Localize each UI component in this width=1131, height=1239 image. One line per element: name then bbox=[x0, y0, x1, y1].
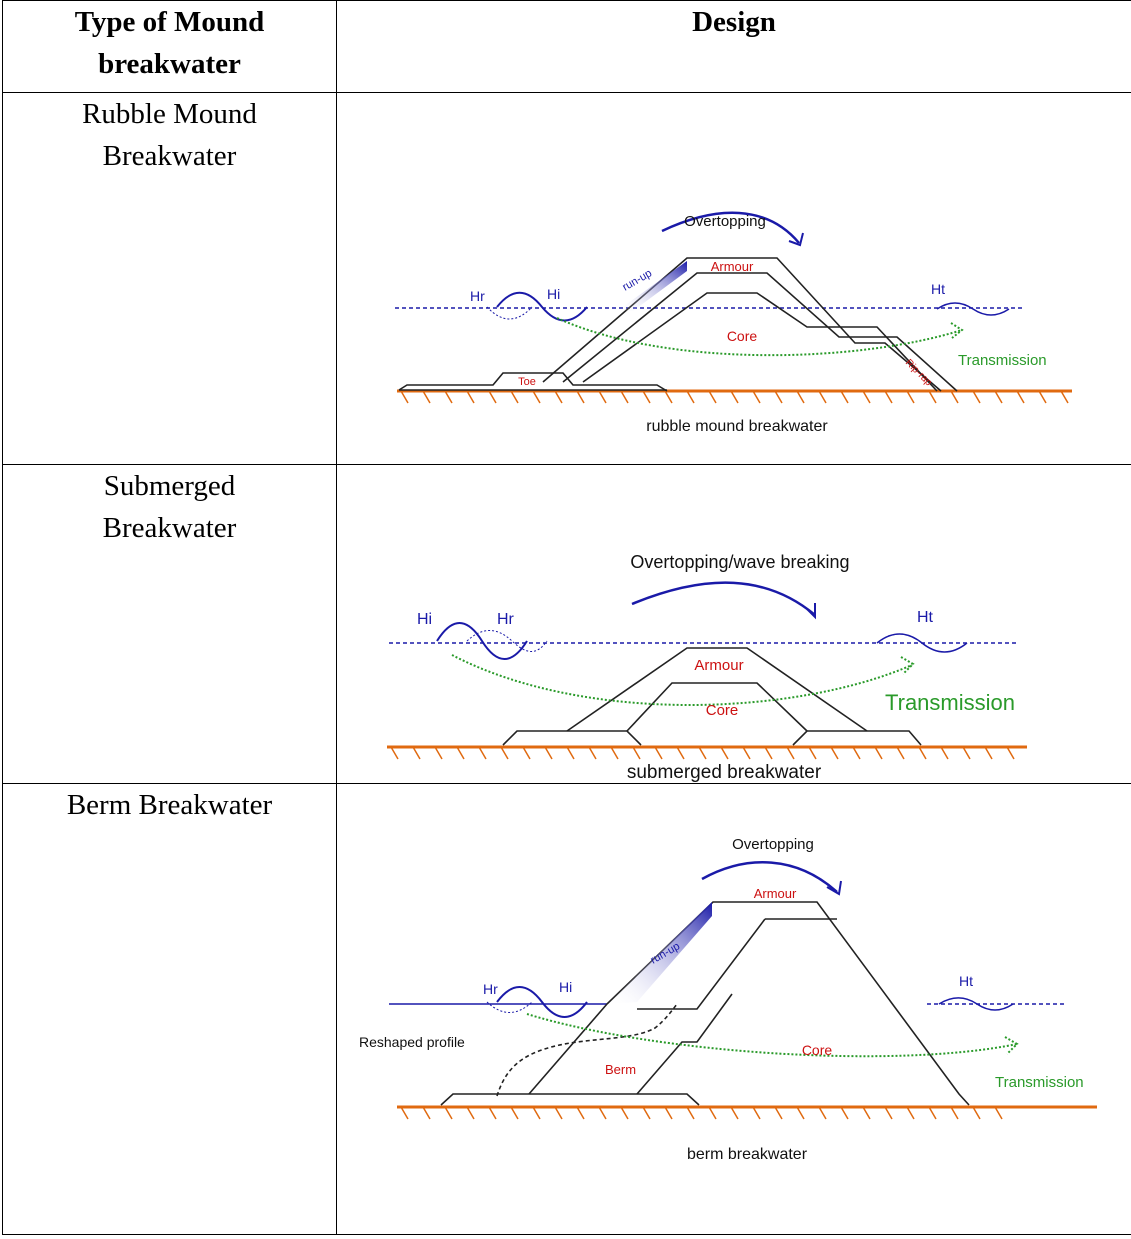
transmission-arrowhead bbox=[950, 322, 964, 339]
overtopping-label: Overtopping bbox=[684, 213, 766, 230]
transmitted-wave bbox=[938, 997, 1014, 1011]
diagram-caption: submerged breakwater bbox=[627, 762, 822, 782]
reflected-wave bbox=[486, 306, 533, 320]
design-cell: Overtopping Armour run-up Hr Hi Ht Resha… bbox=[336, 783, 1131, 1235]
transmission-label: Transmission bbox=[885, 690, 1015, 715]
transmission-arrow bbox=[556, 317, 963, 357]
overtopping-arrowhead bbox=[788, 232, 804, 247]
overtopping-label: Overtopping bbox=[732, 836, 814, 853]
mound-outline bbox=[398, 257, 958, 392]
hr-label: Hr bbox=[470, 288, 485, 304]
table-row: Submerged Breakwater bbox=[2, 464, 1131, 784]
type-cell: Berm Breakwater bbox=[2, 783, 337, 1235]
transmission-arrowhead bbox=[900, 656, 915, 675]
overtopping-arrow bbox=[661, 211, 800, 244]
header-design: Design bbox=[336, 0, 1131, 93]
header-row: Type of Mound breakwater Design bbox=[2, 0, 1131, 93]
transmission-arrow bbox=[451, 654, 913, 706]
core-label: Core bbox=[727, 328, 758, 344]
ht-label: Ht bbox=[931, 281, 945, 297]
runup-area bbox=[607, 902, 712, 1004]
type-name-line1: Berm Breakwater bbox=[66, 789, 273, 821]
armour-label: Armour bbox=[711, 259, 754, 274]
submerged-diagram: Overtopping/wave breaking Hi Hr Ht Armou… bbox=[387, 552, 1027, 782]
type-name-line2: Breakwater bbox=[102, 140, 237, 172]
riprap-label: Rip-rap bbox=[903, 357, 934, 388]
ht-label: Ht bbox=[917, 609, 934, 626]
transmitted-wave bbox=[876, 633, 968, 653]
overtopping-arrowhead bbox=[806, 603, 816, 620]
hi-label: Hi bbox=[417, 611, 432, 628]
type-cell: Rubble Mound Breakwater bbox=[2, 92, 337, 465]
overtopping-arrow bbox=[631, 581, 816, 616]
runup-area bbox=[617, 261, 687, 311]
mound-outline bbox=[502, 647, 922, 746]
reflected-wave bbox=[486, 1001, 533, 1013]
table-row: Rubble Mound Breakwater bbox=[2, 92, 1131, 465]
header-design-label: Design bbox=[692, 6, 776, 38]
reshaped-profile-label: Reshaped profile bbox=[359, 1034, 465, 1050]
header-type: Type of Mound breakwater bbox=[2, 0, 337, 93]
seabed-hatch bbox=[400, 1106, 1003, 1120]
core-label: Core bbox=[802, 1042, 833, 1058]
incident-wave bbox=[496, 291, 588, 322]
incident-wave bbox=[496, 986, 588, 1018]
seabed-hatch bbox=[400, 390, 1069, 404]
transmission-arrowhead bbox=[1004, 1036, 1019, 1055]
diagram-caption: rubble mound breakwater bbox=[646, 418, 828, 435]
seabed-hatch bbox=[390, 746, 1015, 760]
reshaped-profile-line bbox=[496, 1003, 678, 1097]
header-type-line1: Type of Mound bbox=[74, 6, 265, 38]
type-name-line1: Submerged bbox=[103, 470, 236, 502]
transmitted-wave bbox=[936, 302, 1010, 316]
header-type-line2: breakwater bbox=[98, 48, 241, 80]
transmission-label: Transmission bbox=[958, 352, 1047, 369]
overtopping-arrowhead bbox=[826, 880, 842, 896]
overtopping-label: Overtopping/wave breaking bbox=[630, 552, 849, 572]
hr-label: Hr bbox=[497, 611, 515, 628]
reflected-wave bbox=[466, 630, 548, 652]
toe-label: Toe bbox=[518, 376, 536, 388]
diagram-caption: berm breakwater bbox=[687, 1146, 808, 1163]
hr-label: Hr bbox=[483, 981, 498, 997]
armour-label: Armour bbox=[754, 886, 797, 901]
transmission-label: Transmission bbox=[995, 1074, 1084, 1091]
hi-label: Hi bbox=[547, 286, 560, 302]
ht-label: Ht bbox=[959, 973, 973, 989]
type-name-line2: Breakwater bbox=[102, 512, 237, 544]
table-row: Berm Breakwater bbox=[2, 783, 1131, 1235]
mound-outline bbox=[440, 901, 970, 1106]
transmission-arrow bbox=[526, 1013, 1018, 1058]
armour-label: Armour bbox=[694, 657, 743, 674]
incident-wave bbox=[436, 622, 528, 660]
type-name-line1: Rubble Mound bbox=[82, 98, 257, 130]
overtopping-arrow bbox=[701, 861, 838, 893]
design-cell: Overtopping/wave breaking Hi Hr Ht Armou… bbox=[336, 464, 1131, 784]
type-cell: Submerged Breakwater bbox=[2, 464, 337, 784]
berm-label: Berm bbox=[605, 1062, 636, 1077]
hi-label: Hi bbox=[559, 979, 572, 995]
berm-diagram: Overtopping Armour run-up Hr Hi Ht Resha… bbox=[359, 836, 1097, 1163]
core-label: Core bbox=[706, 702, 739, 719]
rubble-mound-diagram: Overtopping Armour run-up Hr Hi Ht Core … bbox=[395, 211, 1072, 435]
design-cell: Overtopping Armour run-up Hr Hi Ht Core … bbox=[336, 92, 1131, 465]
